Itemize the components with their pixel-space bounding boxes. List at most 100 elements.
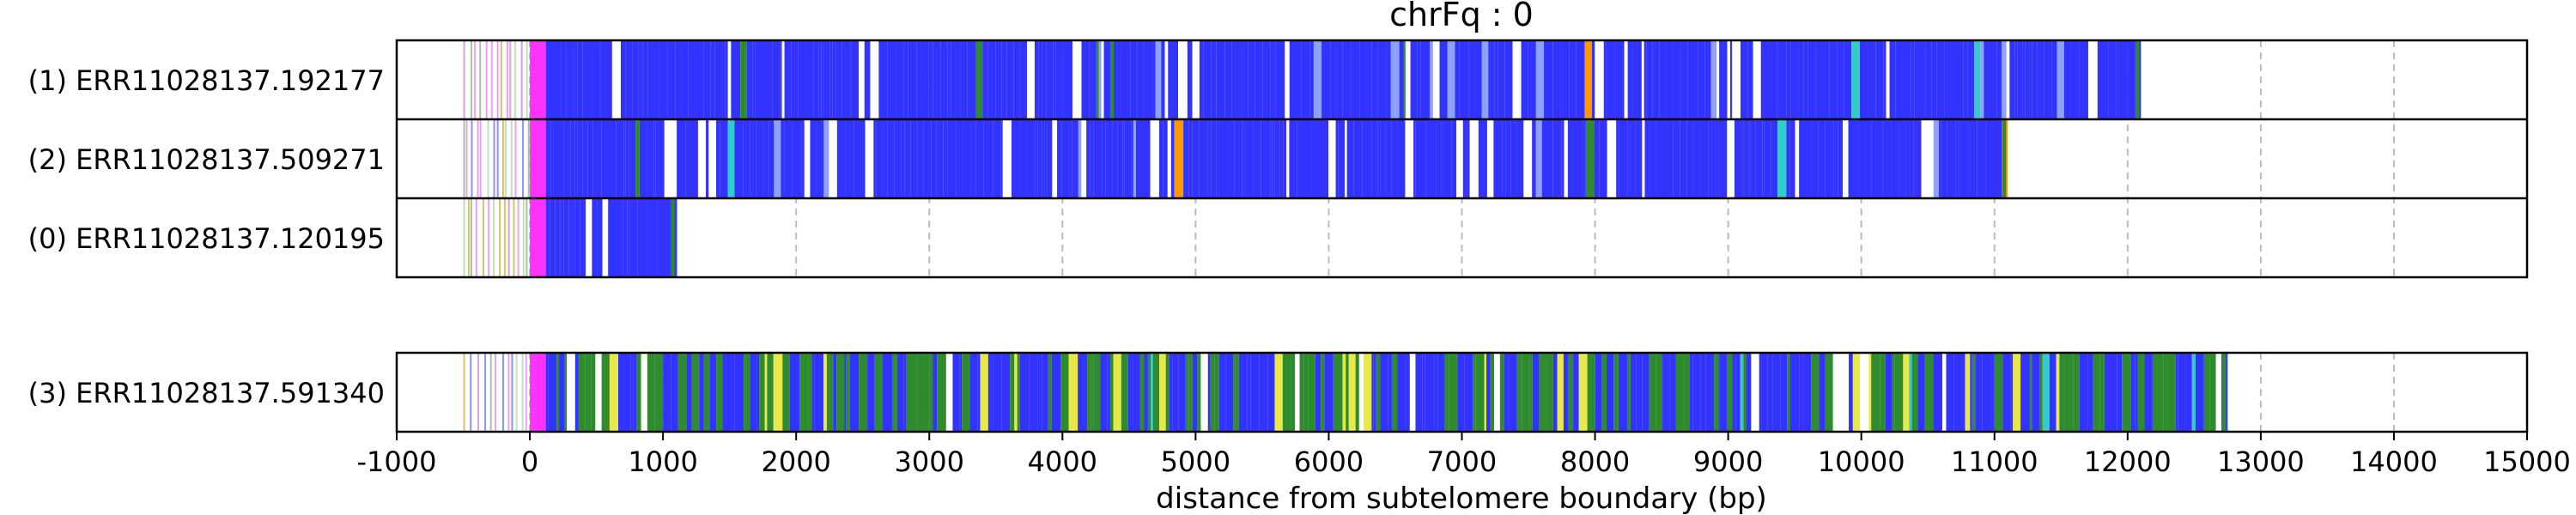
read-segment bbox=[1958, 120, 1960, 197]
read-segment bbox=[1366, 41, 1372, 118]
read-segment bbox=[509, 41, 512, 118]
read-segment bbox=[1093, 120, 1103, 197]
read-segment bbox=[1522, 354, 1530, 431]
read-segment bbox=[1426, 120, 1430, 197]
read-segment bbox=[629, 199, 638, 276]
read-segment bbox=[1194, 41, 1200, 118]
read-segment bbox=[763, 41, 773, 118]
read-segment bbox=[755, 41, 764, 118]
read-segment bbox=[591, 354, 596, 431]
read-segment bbox=[1502, 120, 1506, 197]
read-segment bbox=[727, 120, 735, 197]
read-segment bbox=[2010, 354, 2014, 431]
read-segment bbox=[1161, 41, 1165, 118]
read-segment bbox=[1192, 120, 1200, 197]
read-segment bbox=[550, 199, 556, 276]
read-segment bbox=[1760, 41, 1771, 118]
read-segment bbox=[874, 354, 883, 431]
read-segment bbox=[2025, 41, 2030, 118]
read-segment bbox=[2042, 354, 2050, 431]
read-segment bbox=[1882, 120, 1892, 197]
read-segment bbox=[1029, 354, 1038, 431]
read-segment bbox=[1786, 41, 1791, 118]
read-segment bbox=[667, 41, 676, 118]
read-segment bbox=[1346, 120, 1354, 197]
read-segment bbox=[582, 41, 592, 118]
read-segment bbox=[1227, 120, 1235, 197]
read-segment bbox=[617, 354, 624, 431]
read-segment bbox=[1521, 41, 1528, 118]
read-segment bbox=[517, 199, 519, 276]
read-segment bbox=[1057, 120, 1062, 197]
read-segment bbox=[495, 354, 497, 431]
read-segment bbox=[835, 41, 842, 118]
read-segment bbox=[1889, 41, 1896, 118]
read-segment bbox=[2073, 354, 2080, 431]
read-segment bbox=[1110, 41, 1114, 118]
read-segment bbox=[1238, 354, 1248, 431]
read-segment bbox=[746, 354, 750, 431]
read-segment bbox=[1944, 41, 1948, 118]
read-segment bbox=[1203, 41, 1212, 118]
read-segment bbox=[1439, 41, 1448, 118]
read-segment bbox=[1216, 41, 1225, 118]
read-segment bbox=[1131, 120, 1133, 197]
read-segment bbox=[636, 354, 641, 431]
read-segment bbox=[2215, 354, 2222, 431]
read-segment bbox=[1715, 120, 1719, 197]
read-segment bbox=[1606, 41, 1616, 118]
read-segment bbox=[912, 354, 918, 431]
read-segment bbox=[526, 199, 528, 276]
read-segment bbox=[580, 199, 586, 276]
read-segment bbox=[1917, 120, 1922, 197]
read-segment bbox=[801, 120, 805, 197]
read-segment bbox=[1432, 41, 1440, 118]
read-segment bbox=[561, 120, 564, 197]
read-segment bbox=[1377, 120, 1381, 197]
read-segment bbox=[686, 354, 692, 431]
read-segment bbox=[917, 120, 924, 197]
panels: (1) ERR11028137.192177 (2) ERR11028137.50… bbox=[28, 39, 2529, 433]
read-segment bbox=[1911, 354, 1918, 431]
read-segment bbox=[1101, 41, 1104, 118]
read-segment bbox=[1158, 120, 1163, 197]
read-segment bbox=[1740, 41, 1748, 118]
x-tick-label: 9000 bbox=[1693, 445, 1763, 478]
read-segment bbox=[493, 120, 495, 197]
read-segment bbox=[1693, 120, 1700, 197]
read-segment bbox=[1768, 120, 1771, 197]
read-segment bbox=[1259, 354, 1268, 431]
read-segment bbox=[1732, 354, 1736, 431]
read-segment bbox=[601, 120, 608, 197]
read-segment bbox=[1860, 354, 1869, 431]
read-segment bbox=[1885, 354, 1893, 431]
read-segment bbox=[1959, 120, 1969, 197]
read-segment bbox=[703, 41, 711, 118]
read-segment bbox=[527, 120, 530, 197]
read-segment bbox=[1844, 41, 1852, 118]
read-segment bbox=[903, 354, 907, 431]
read-segment bbox=[2191, 354, 2196, 431]
read-segment bbox=[1484, 354, 1486, 431]
read-segment bbox=[691, 354, 700, 431]
read-segment bbox=[1924, 354, 1934, 431]
read-segment bbox=[520, 41, 523, 118]
read-segment bbox=[823, 41, 830, 118]
read-segment bbox=[2108, 41, 2117, 118]
read-segment bbox=[925, 354, 930, 431]
read-segment bbox=[560, 199, 564, 276]
read-segment bbox=[1133, 120, 1136, 197]
read-segment bbox=[1012, 120, 1021, 197]
read-segment bbox=[1462, 120, 1467, 197]
read-segment bbox=[1019, 41, 1028, 118]
read-segment bbox=[630, 354, 634, 431]
read-segment bbox=[1504, 354, 1510, 431]
read-segment bbox=[2079, 41, 2088, 118]
read-segment bbox=[1963, 41, 1968, 118]
read-segment bbox=[1880, 354, 1886, 431]
read-segment bbox=[1992, 120, 2002, 197]
read-segment bbox=[1584, 41, 1592, 118]
read-segment bbox=[474, 41, 477, 118]
read-segment bbox=[959, 354, 963, 431]
read-segment bbox=[1231, 41, 1237, 118]
